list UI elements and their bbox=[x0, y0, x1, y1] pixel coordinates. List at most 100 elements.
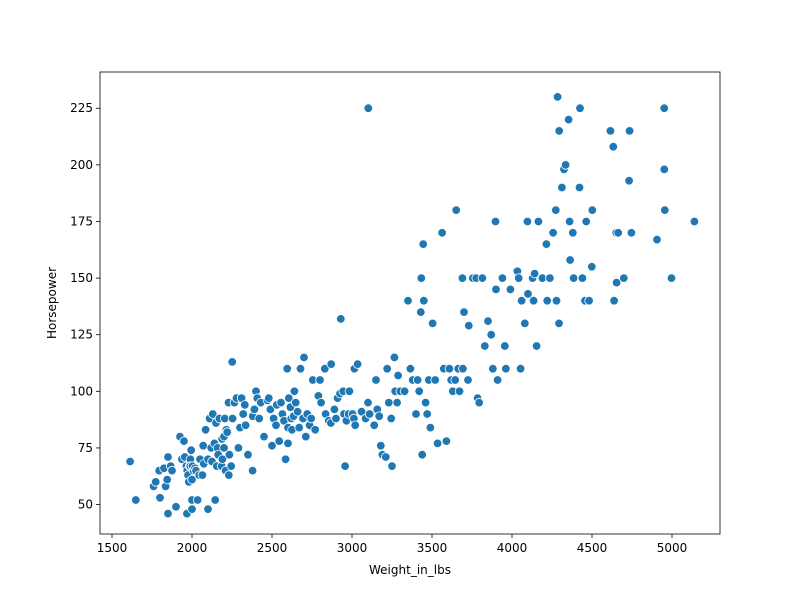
data-point bbox=[515, 364, 526, 374]
axis-ticks: 1500 2000 2500 3000 3500 4000 4500 5000 50 75 100 1… bbox=[70, 101, 687, 555]
data-point bbox=[294, 422, 304, 433]
data-point bbox=[480, 341, 490, 351]
data-point bbox=[425, 422, 436, 433]
data-point bbox=[488, 364, 498, 374]
data-point bbox=[497, 273, 508, 283]
data-point bbox=[187, 504, 197, 514]
data-point bbox=[490, 216, 501, 227]
data-point bbox=[516, 296, 527, 306]
data-point bbox=[283, 438, 293, 449]
data-point bbox=[458, 364, 468, 374]
data-point bbox=[557, 182, 567, 193]
data-point bbox=[200, 425, 211, 435]
data-point bbox=[417, 450, 427, 460]
data-point bbox=[418, 239, 428, 249]
data-point bbox=[197, 470, 208, 480]
data-point bbox=[533, 216, 544, 227]
data-point bbox=[548, 228, 558, 238]
data-point bbox=[326, 359, 336, 369]
data-point bbox=[226, 461, 236, 471]
data-point bbox=[454, 386, 465, 397]
data-point bbox=[483, 316, 493, 326]
data-point bbox=[392, 397, 402, 408]
data-point bbox=[259, 431, 269, 442]
data-point bbox=[243, 450, 253, 460]
data-point bbox=[427, 318, 438, 329]
data-point bbox=[563, 114, 574, 125]
data-point bbox=[299, 352, 309, 363]
data-point bbox=[315, 375, 325, 385]
y-tick-label: 125 bbox=[70, 328, 93, 342]
data-point bbox=[520, 318, 530, 329]
data-point bbox=[659, 164, 670, 175]
data-point bbox=[292, 407, 303, 417]
data-point bbox=[198, 441, 208, 451]
data-point bbox=[387, 461, 397, 471]
data-point bbox=[155, 493, 165, 503]
data-point bbox=[125, 456, 135, 467]
data-point bbox=[374, 411, 384, 421]
y-tick-label: 150 bbox=[70, 271, 93, 285]
data-point bbox=[306, 413, 316, 424]
data-point bbox=[340, 461, 350, 471]
data-point bbox=[219, 443, 229, 453]
data-point bbox=[238, 409, 248, 419]
data-point bbox=[477, 273, 488, 283]
data-point bbox=[316, 397, 326, 408]
data-point bbox=[608, 141, 619, 152]
data-point bbox=[271, 420, 281, 431]
data-point bbox=[528, 296, 539, 306]
data-point bbox=[420, 397, 431, 408]
data-point bbox=[441, 436, 452, 446]
x-tick-label: 4000 bbox=[497, 541, 528, 555]
data-point bbox=[163, 508, 173, 519]
data-point bbox=[203, 504, 213, 514]
data-point bbox=[344, 386, 355, 397]
data-point bbox=[224, 470, 234, 480]
data-point bbox=[605, 126, 616, 136]
data-point bbox=[613, 228, 623, 238]
y-tick-label: 175 bbox=[70, 214, 93, 228]
data-point bbox=[552, 92, 563, 102]
x-tick-label: 2000 bbox=[177, 541, 208, 555]
plot-frame bbox=[99, 71, 721, 535]
data-point bbox=[609, 296, 619, 306]
data-point bbox=[389, 352, 400, 363]
data-point bbox=[369, 420, 379, 431]
data-point bbox=[192, 495, 203, 505]
x-tick-label: 3000 bbox=[337, 541, 368, 555]
data-point bbox=[217, 454, 228, 465]
data-point bbox=[565, 255, 575, 265]
data-point bbox=[329, 404, 340, 415]
data-point bbox=[249, 404, 260, 415]
data-point bbox=[451, 205, 461, 215]
data-point bbox=[463, 375, 473, 385]
y-axis-title: Horsepower bbox=[45, 267, 59, 339]
data-point bbox=[150, 477, 161, 487]
x-tick-label: 5000 bbox=[657, 541, 688, 555]
data-point bbox=[264, 393, 274, 403]
data-point bbox=[405, 364, 416, 374]
data-point bbox=[162, 474, 172, 485]
data-point bbox=[529, 268, 540, 279]
data-points bbox=[125, 92, 700, 519]
data-point bbox=[265, 404, 276, 415]
data-point bbox=[171, 502, 181, 512]
data-point bbox=[210, 495, 220, 505]
data-point bbox=[545, 273, 555, 283]
data-point bbox=[659, 103, 669, 113]
data-point bbox=[541, 239, 552, 249]
x-tick-label: 2500 bbox=[257, 541, 288, 555]
data-point bbox=[282, 364, 292, 374]
data-point bbox=[295, 364, 306, 374]
data-point bbox=[233, 443, 244, 453]
data-point bbox=[179, 436, 189, 446]
data-point bbox=[227, 413, 238, 424]
data-point bbox=[574, 182, 585, 193]
data-point bbox=[381, 452, 391, 462]
data-point bbox=[320, 364, 330, 374]
y-tick-label: 225 bbox=[70, 101, 93, 115]
data-point bbox=[291, 397, 301, 408]
data-point bbox=[486, 330, 496, 340]
data-point bbox=[500, 341, 510, 351]
